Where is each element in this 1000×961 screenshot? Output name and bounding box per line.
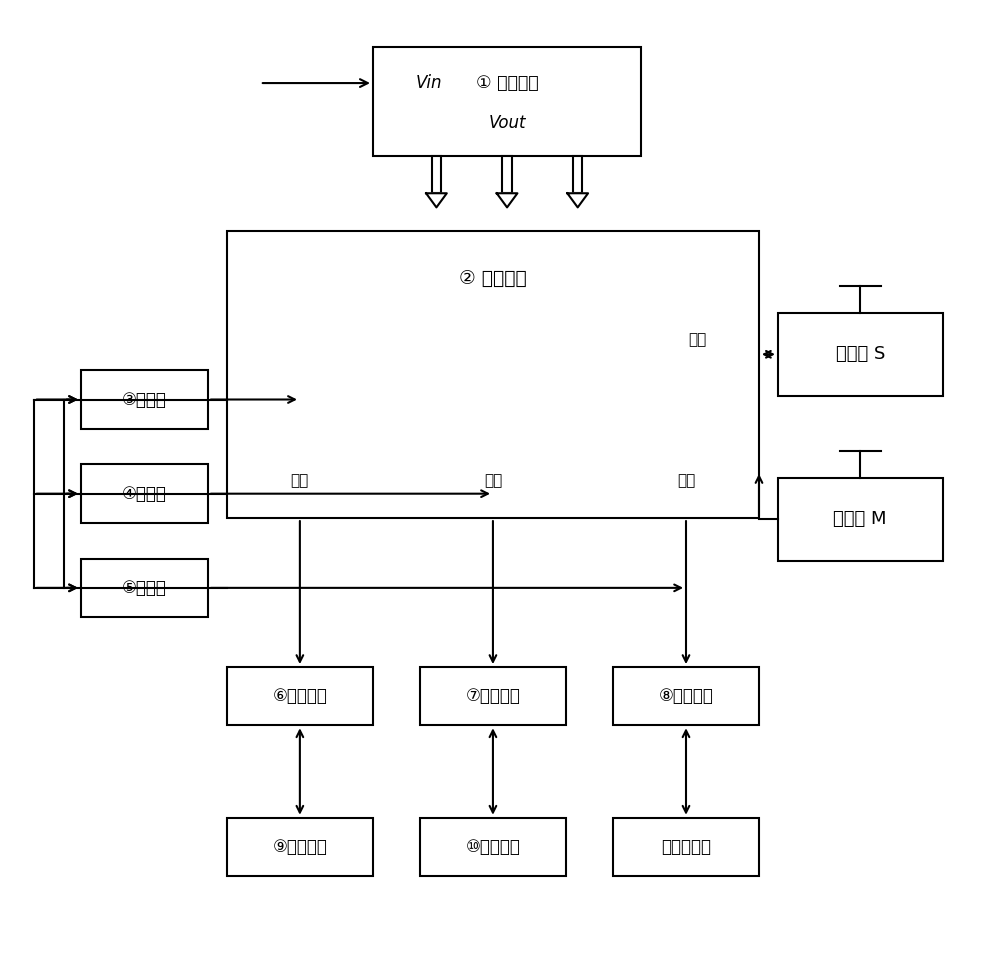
Text: ⑫蓝牙 S: ⑫蓝牙 S xyxy=(836,345,885,363)
Bar xyxy=(227,667,373,726)
Bar xyxy=(373,47,641,156)
Text: ⑪功能模块: ⑪功能模块 xyxy=(661,838,711,856)
Bar xyxy=(227,818,373,876)
Bar xyxy=(81,558,208,617)
Text: 接口: 接口 xyxy=(689,332,707,347)
Polygon shape xyxy=(426,193,447,208)
Bar xyxy=(778,478,943,560)
Bar xyxy=(420,667,566,726)
Polygon shape xyxy=(567,193,588,208)
Text: ⑦接口转换: ⑦接口转换 xyxy=(465,687,520,705)
Text: Vout: Vout xyxy=(488,113,526,132)
Bar xyxy=(778,313,943,396)
Text: 接口: 接口 xyxy=(291,473,309,488)
Bar xyxy=(613,818,759,876)
Text: ① 稳压模块: ① 稳压模块 xyxy=(476,74,539,92)
Bar xyxy=(81,464,208,523)
Text: ③离合器: ③离合器 xyxy=(122,390,167,408)
Text: ② 控制模块: ② 控制模块 xyxy=(459,268,527,287)
Bar xyxy=(502,156,512,193)
Text: 接口: 接口 xyxy=(484,473,502,488)
Text: Vin: Vin xyxy=(415,74,442,92)
Text: ⑧接口转换: ⑧接口转换 xyxy=(659,687,713,705)
Bar xyxy=(420,818,566,876)
Bar xyxy=(573,156,582,193)
Bar xyxy=(613,667,759,726)
Bar xyxy=(227,231,759,518)
Text: ⑬蓝牙 M: ⑬蓝牙 M xyxy=(833,510,887,529)
Text: 接口: 接口 xyxy=(677,473,695,488)
Text: ⑥接口转换: ⑥接口转换 xyxy=(272,687,327,705)
Polygon shape xyxy=(497,193,517,208)
Bar xyxy=(81,370,208,429)
Text: ④离合器: ④离合器 xyxy=(122,484,167,503)
Text: ⑨功能模块: ⑨功能模块 xyxy=(272,838,327,856)
Text: ⑩功能模块: ⑩功能模块 xyxy=(465,838,520,856)
Text: ⑤离合器: ⑤离合器 xyxy=(122,579,167,597)
Bar xyxy=(432,156,441,193)
